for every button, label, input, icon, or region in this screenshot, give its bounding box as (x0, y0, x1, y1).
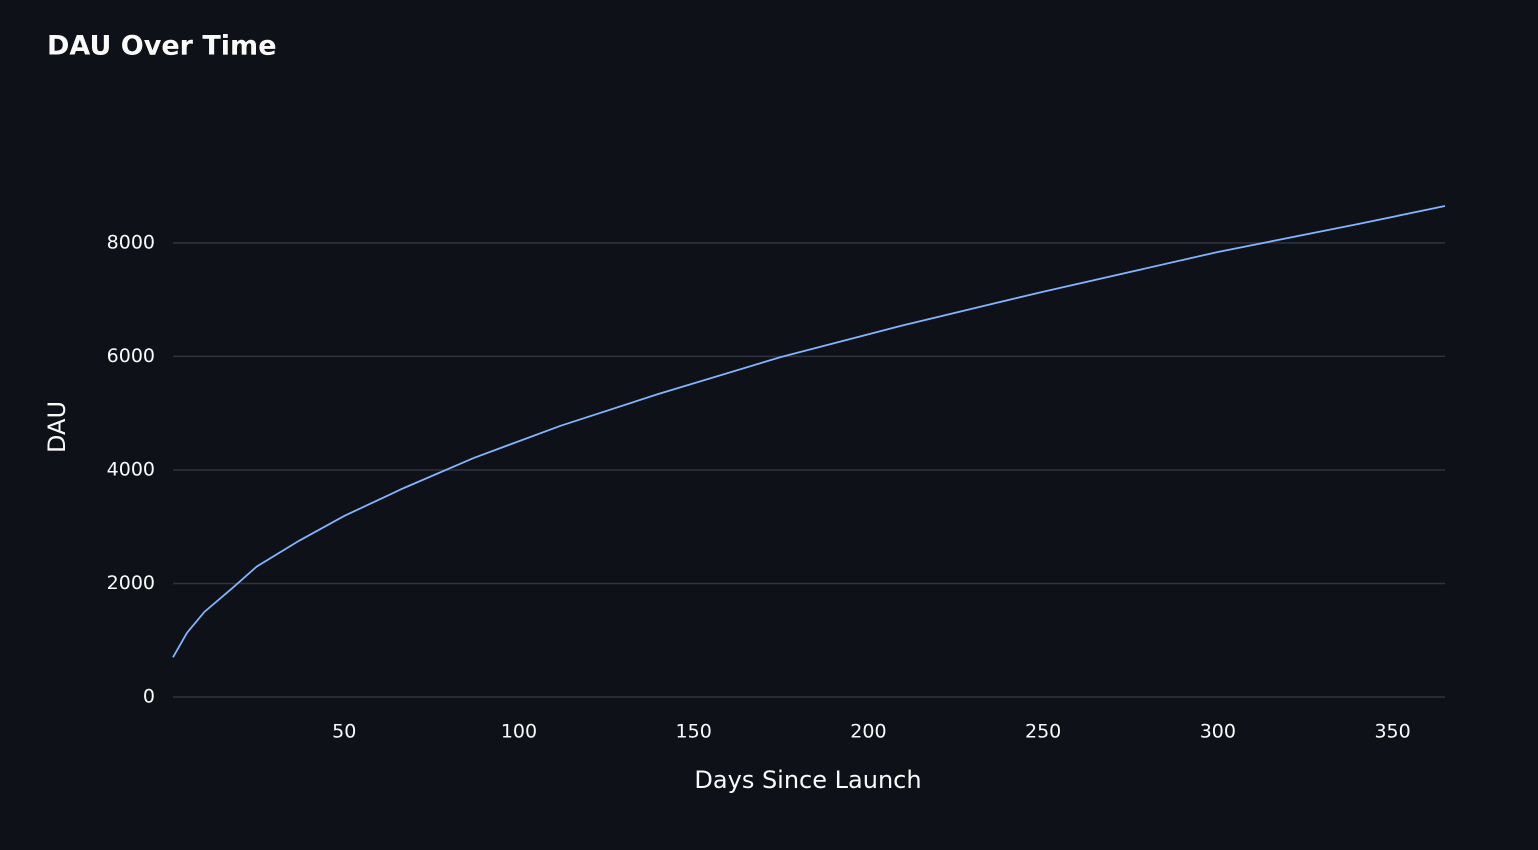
y-axis-label: DAU (43, 401, 71, 453)
x-tick-label: 150 (676, 721, 712, 743)
y-tick-label: 2000 (107, 572, 155, 594)
x-tick-label: 200 (850, 721, 886, 743)
chart-title: DAU Over Time (47, 31, 277, 62)
y-tick-label: 8000 (107, 231, 155, 253)
y-tick-label: 6000 (107, 345, 155, 367)
y-tick-label: 4000 (107, 458, 155, 480)
x-axis-label: Days Since Launch (694, 766, 921, 794)
line (172, 205, 1446, 658)
y-tick-label: 0 (143, 686, 155, 708)
x-tick-label: 250 (1025, 721, 1061, 743)
x-tick-label: 100 (501, 721, 537, 743)
x-tick-label: 300 (1200, 721, 1236, 743)
x-tick-label: 50 (332, 721, 356, 743)
x-tick-label: 350 (1374, 721, 1410, 743)
